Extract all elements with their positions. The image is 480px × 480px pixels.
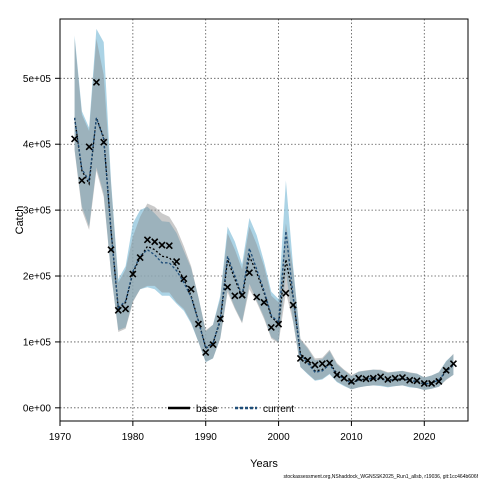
observed-point (384, 375, 392, 384)
observed-point (449, 360, 457, 368)
observed-point (362, 375, 370, 383)
observed-point (275, 320, 283, 328)
observed-point (369, 374, 377, 382)
y-tick-label: 1e+05 (23, 337, 52, 348)
observed-point (209, 340, 217, 349)
legend-current-label: current (263, 404, 294, 415)
observed-point (326, 359, 334, 367)
observed-point (311, 361, 319, 369)
observed-point (151, 238, 159, 246)
observed-point (413, 377, 421, 385)
observed-point (100, 138, 108, 146)
observed-point (333, 371, 341, 379)
observed-point (267, 323, 275, 331)
band-base (74, 38, 454, 391)
y-tick-label: 5e+05 (23, 74, 52, 85)
observed-point (340, 374, 348, 382)
legend: base current (168, 404, 294, 415)
observed-point (165, 242, 173, 250)
x-tick-label: 1980 (122, 432, 145, 443)
x-tick-label: 1990 (195, 432, 218, 443)
observed-point (194, 320, 202, 328)
observed-point (289, 301, 297, 309)
y-tick-label: 2e+05 (23, 272, 52, 283)
observed-point (231, 292, 239, 300)
observed-point (85, 143, 93, 151)
observed-point (202, 348, 210, 357)
observed-point (428, 379, 436, 388)
observed-point (107, 246, 115, 254)
observed-point (122, 305, 130, 313)
footnote: stockassessment.org,NShaddock_WGNSSK2025… (283, 474, 478, 480)
observed-point (143, 236, 151, 244)
observed-point (114, 306, 122, 314)
observed-point (238, 291, 246, 299)
observed-point (391, 374, 399, 382)
observed-point (253, 293, 261, 301)
x-axis-title: Years (250, 458, 278, 470)
observed-point (260, 298, 268, 306)
line-base (73, 117, 454, 385)
observed-points (71, 78, 457, 388)
observed-point (347, 377, 355, 386)
observed-point (296, 354, 304, 362)
x-tick-label: 2010 (340, 432, 363, 443)
observed-point (158, 241, 166, 249)
observed-point (71, 135, 79, 143)
observed-point (442, 366, 450, 374)
y-tick-label: 3e+05 (23, 206, 52, 217)
observed-point (318, 360, 326, 368)
observed-point (406, 376, 414, 384)
line-current (73, 117, 454, 385)
observed-point (377, 373, 385, 381)
x-tick-label: 1970 (49, 432, 72, 443)
observed-point (398, 373, 406, 382)
observed-point (420, 379, 428, 388)
axes: 1970 1980 1990 2000 2010 2020 0e+00 1e+05 2e+05 3… (23, 74, 436, 443)
observed-point (187, 285, 195, 293)
observed-point (435, 377, 443, 386)
observed-point (224, 283, 232, 291)
legend-base-label: base (196, 404, 218, 415)
y-tick-label: 4e+05 (23, 140, 52, 151)
x-tick-label: 2000 (267, 432, 290, 443)
observed-point (180, 275, 188, 283)
grid (60, 19, 468, 421)
observed-point (136, 253, 144, 262)
x-tick-label: 2020 (413, 432, 436, 443)
observed-point (304, 356, 312, 364)
observed-point (129, 270, 137, 278)
observed-point (282, 289, 290, 297)
series-lines (73, 117, 454, 385)
plot-frame (59, 18, 469, 422)
confidence-bands (74, 28, 454, 391)
y-axis-title: Catch (14, 206, 26, 235)
observed-point (216, 315, 224, 323)
observed-point (78, 176, 86, 185)
observed-point (173, 257, 181, 266)
y-tick-label: 0e+00 (23, 403, 52, 414)
band-current (74, 28, 454, 391)
observed-point (92, 78, 100, 86)
observed-point (355, 374, 363, 382)
observed-point (245, 269, 253, 277)
